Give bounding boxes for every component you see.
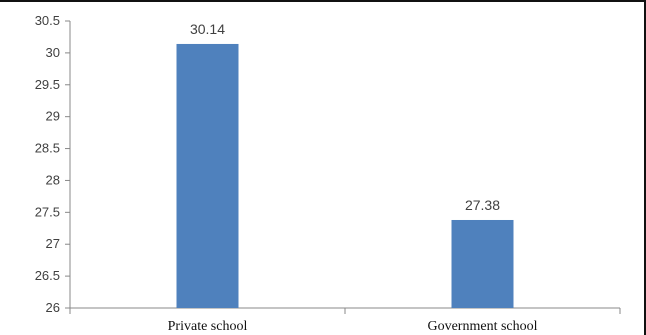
y-tick-label: 28.5	[35, 141, 60, 156]
data-label: 30.14	[190, 21, 225, 37]
x-category-label: Government school	[427, 319, 537, 334]
bar-1	[176, 43, 239, 309]
bar-2	[451, 219, 514, 308]
y-tick-label: 29	[46, 109, 60, 124]
y-tick-label: 28	[46, 172, 60, 187]
y-tick-label: 30	[46, 45, 60, 60]
y-tick-label: 26.5	[35, 268, 60, 283]
y-tick-label: 29.5	[35, 77, 60, 92]
x-category-label: Private school	[168, 319, 248, 334]
y-tick-label: 26	[46, 300, 60, 315]
y-tick-label: 27	[46, 236, 60, 251]
y-tick-label: 30.5	[35, 13, 60, 28]
data-label: 27.38	[465, 197, 500, 213]
y-tick-label: 27.5	[35, 204, 60, 219]
